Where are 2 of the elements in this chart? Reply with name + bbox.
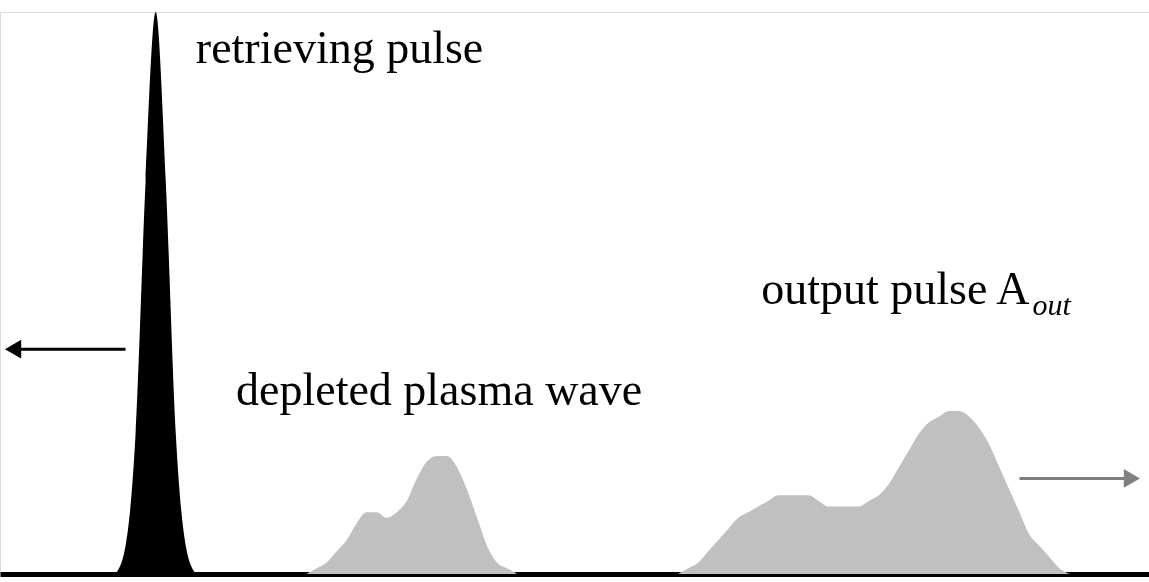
series-label: retrieving pulse — [195, 21, 484, 73]
series-label: depleted plasma wave — [236, 364, 643, 416]
